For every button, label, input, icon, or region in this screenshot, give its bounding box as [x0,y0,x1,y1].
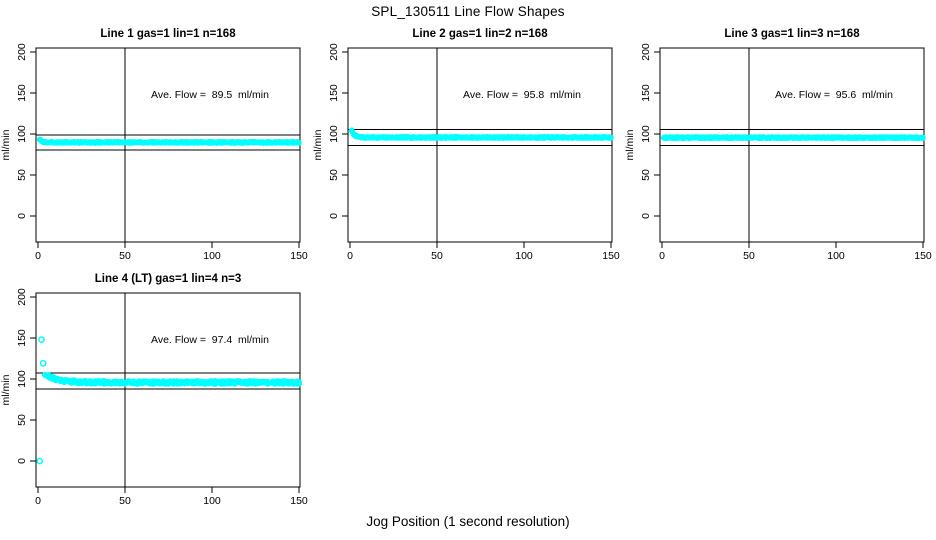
y-axis-label: ml/min [624,129,636,160]
subplot-title: Line 2 gas=1 lin=2 n=168 [412,28,548,40]
flow-outlier-point [38,336,45,343]
y-tick-label: 50 [640,169,652,181]
x-tick-label: 150 [914,250,932,262]
y-tick-label: 200 [640,43,652,61]
subplot-line-1: 0 50 100 150 0 50 100 150 200 ml/min Line 1 gas=1 … [0,20,312,265]
flow-points [661,134,926,142]
subplot-line-2: 0 50 100 150 0 50 100 150 200 ml/min Line 2 gas=1 … [312,20,624,265]
x-tick-label: 0 [35,250,41,262]
subplot-line-4: 0 50 100 150 0 50 100 150 200 ml/min Line 4 (LT) g… [0,265,312,510]
x-tick-label: 50 [743,250,755,262]
x-tick-label: 150 [602,250,620,262]
y-tick-label: 50 [328,169,340,181]
x-tick-label: 0 [35,495,41,507]
x-tick-label: 150 [290,250,308,262]
y-tick-label: 0 [16,213,28,219]
x-tick-label: 100 [203,495,221,507]
y-tick-label: 100 [640,125,652,143]
subplot-title: Line 1 gas=1 lin=1 n=168 [100,28,236,40]
flow-point [296,381,302,387]
y-tick-label: 150 [16,84,28,102]
y-tick-label: 0 [16,458,28,464]
x-tick-label: 100 [515,250,533,262]
y-tick-label: 200 [16,288,28,306]
ave-flow-annotation: Ave. Flow = 95.6 ml/min [775,89,893,101]
subplot-line-4-chart: 0 50 100 150 0 50 100 150 200 ml/min Line 4 (LT) g… [0,273,308,507]
x-tick-label: 50 [119,495,131,507]
x-tick-label: 50 [431,250,443,262]
y-tick-label: 150 [16,329,28,347]
x-tick-label: 0 [347,250,353,262]
y-tick-label: 50 [16,414,28,426]
y-tick-label: 200 [16,43,28,61]
flow-points [349,127,614,141]
x-tick-label: 100 [827,250,845,262]
plot-box [659,47,925,243]
y-tick-label: 150 [328,84,340,102]
flow-point [608,135,614,141]
subplot-title: Line 4 (LT) gas=1 lin=4 n=3 [95,273,241,285]
subplot-line-3-chart: 0 50 100 150 0 50 100 150 200 ml/min Line 3 gas=1 … [624,28,932,262]
flow-point [296,379,302,385]
y-tick-label: 0 [328,213,340,219]
flow-outlier-point [39,360,47,367]
y-tick-label: 0 [640,213,652,219]
plot-box [35,292,301,488]
y-tick-label: 100 [16,370,28,388]
x-tick-label: 50 [119,250,131,262]
subplot-title: Line 3 gas=1 lin=3 n=168 [724,28,860,40]
flow-point [296,140,302,146]
y-tick-label: 100 [16,125,28,143]
y-axis-label: ml/min [312,129,324,160]
subplot-line-1-chart: 0 50 100 150 0 50 100 150 200 ml/min Line 1 gas=1 … [0,28,308,262]
subplot-line-3: 0 50 100 150 0 50 100 150 200 ml/min Line 3 gas=1 … [624,20,936,265]
x-tick-label: 150 [290,495,308,507]
flow-points [37,136,302,146]
figure-main-title: SPL_130511 Line Flow Shapes [371,4,565,19]
ave-flow-annotation: Ave. Flow = 89.5 ml/min [151,89,269,101]
x-tick-label: 100 [203,250,221,262]
y-axis-label: ml/min [0,374,12,405]
y-axis-label: ml/min [0,129,12,160]
y-tick-label: 150 [640,84,652,102]
y-tick-label: 50 [16,169,28,181]
ave-flow-annotation: Ave. Flow = 97.4 ml/min [151,334,269,346]
flow-point [920,134,926,140]
ave-flow-annotation: Ave. Flow = 95.8 ml/min [463,89,581,101]
flow-points [36,336,302,465]
x-tick-label: 0 [659,250,665,262]
subplot-line-2-chart: 0 50 100 150 0 50 100 150 200 ml/min Line 2 gas=1 … [312,28,620,262]
y-tick-label: 200 [328,43,340,61]
y-tick-label: 100 [328,125,340,143]
flow-outlier-point [36,457,44,465]
plot-box [347,47,613,243]
figure-x-axis-label: Jog Position (1 second resolution) [366,514,570,529]
